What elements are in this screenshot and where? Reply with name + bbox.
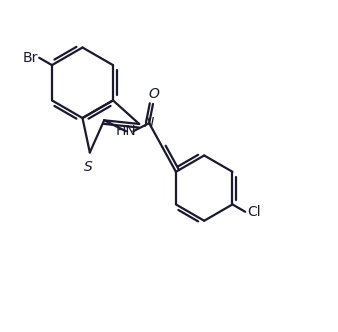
Text: O: O (148, 87, 159, 101)
Text: Cl: Cl (247, 205, 261, 219)
Text: S: S (84, 160, 93, 174)
Text: Br: Br (22, 51, 38, 65)
Text: N: N (143, 116, 153, 130)
Text: HN: HN (116, 124, 137, 138)
